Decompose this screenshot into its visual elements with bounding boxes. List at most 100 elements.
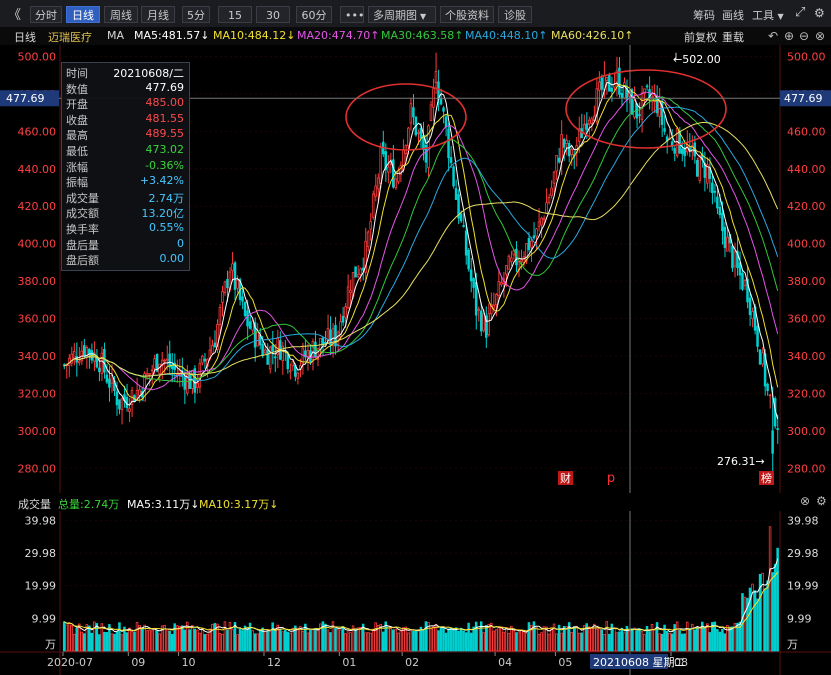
volume-title[interactable]: 成交量 <box>18 498 51 511</box>
volume-bar <box>695 627 699 652</box>
candle-body <box>540 217 543 226</box>
volume-bar <box>339 629 342 652</box>
volume-bar <box>532 621 536 652</box>
volume-bar <box>306 632 310 652</box>
volume-bar <box>381 631 385 652</box>
volume-bar <box>402 627 405 652</box>
settings-icon[interactable]: ⚙ <box>816 494 827 508</box>
candle-body <box>175 373 179 376</box>
info-key: 盘后量 <box>66 238 99 252</box>
rank-event-marker[interactable] <box>759 471 774 485</box>
candle-body <box>336 331 340 345</box>
volume-bar <box>417 629 420 652</box>
back-icon[interactable]: 《 <box>8 8 22 23</box>
volume-bar <box>392 629 395 652</box>
refresh-button[interactable]: 重载 <box>722 31 744 44</box>
tab-period-7[interactable]: 60分 <box>296 6 332 23</box>
volume-bar <box>572 626 576 652</box>
stock-info-button[interactable]: 个股资料 <box>440 6 494 23</box>
volume-bar <box>590 627 593 652</box>
volume-bar <box>452 629 455 652</box>
tab-period-5[interactable]: 15分 <box>218 6 252 39</box>
volume-bar <box>474 621 478 652</box>
volume-unit-right: 万 <box>787 638 798 651</box>
candle-body <box>552 171 556 184</box>
candle-body <box>223 281 227 293</box>
info-row: 盘后额 0.00 <box>66 252 184 267</box>
y-tick-label-right: 300.00 <box>787 425 826 438</box>
stock-name[interactable]: 迈瑞医疗 <box>48 31 92 44</box>
candle-body <box>467 250 470 270</box>
crosshair-value-box-right <box>780 90 831 107</box>
volume-bar <box>178 626 181 652</box>
candle-body <box>643 88 646 94</box>
more-button[interactable]: ••• <box>340 6 364 23</box>
candle-body <box>266 349 269 365</box>
volume-bar <box>432 626 435 652</box>
undo-icon[interactable]: ↶ <box>768 29 779 43</box>
candle-body <box>713 190 717 193</box>
tab-period-4[interactable]: 5分 <box>182 6 210 23</box>
y-tick-label-right: 360.00 <box>787 313 826 326</box>
info-value: 20210608/二 <box>113 67 184 80</box>
candle-body <box>723 226 727 248</box>
draw-button[interactable]: 画线 <box>722 9 744 22</box>
volume-unit-left: 万 <box>45 638 56 651</box>
volume-bar <box>75 627 78 652</box>
volume-bar <box>522 631 526 652</box>
close-icon[interactable]: ⊗ <box>800 494 811 508</box>
ma40-value: MA40:448.10↑ <box>465 29 548 42</box>
candle-body <box>562 138 566 148</box>
fq-button[interactable]: 前复权 <box>684 31 717 44</box>
candle-body <box>557 157 561 163</box>
tab-period-6[interactable]: 30分 <box>256 6 290 39</box>
candle-body <box>143 373 146 402</box>
ma-label[interactable]: MA <box>107 29 125 42</box>
candle-body <box>253 322 257 348</box>
candle-body <box>442 107 445 112</box>
volume-bar <box>208 628 212 652</box>
volume-bar <box>314 628 317 652</box>
chips-button[interactable]: 筹码 <box>693 9 715 22</box>
tab-period-1[interactable]: 日线 <box>66 6 100 23</box>
volume-bar <box>407 632 410 652</box>
candle-body <box>329 329 332 346</box>
close-icon[interactable]: ⊗ <box>815 29 826 43</box>
settings-icon[interactable]: ⚙ <box>814 6 825 20</box>
candle-body <box>371 193 375 218</box>
x-tick-label: 09 <box>131 656 145 669</box>
candle-body <box>186 374 189 394</box>
info-row: 涨幅 -0.36% <box>66 159 184 174</box>
finance-event-marker[interactable] <box>558 471 573 485</box>
candle-body <box>706 164 709 184</box>
candle-body <box>289 370 292 373</box>
volume-chart[interactable]: 9.99 9.99 19.99 19.99 29.98 29.98 39.98 39.98 万 万… <box>0 511 831 675</box>
candle-body <box>233 262 237 290</box>
volume-bar <box>160 625 164 652</box>
tab-period-3[interactable]: 月线 <box>141 6 175 23</box>
zoom-out-icon[interactable]: ⊖ <box>799 29 810 43</box>
volume-bar <box>246 627 249 652</box>
info-row: 振幅 +3.42% <box>66 174 184 189</box>
tab-period-2[interactable]: 周线 <box>104 6 138 23</box>
info-row: 盘后量 0 <box>66 237 184 252</box>
candle-body <box>276 338 279 355</box>
volume-bar <box>168 630 171 652</box>
candle-body <box>457 194 460 219</box>
tab-period-0[interactable]: 分时 <box>30 6 62 23</box>
candle-body <box>535 228 538 237</box>
candle-body <box>673 148 676 154</box>
volume-bar <box>668 632 671 652</box>
crosshair-value-right: 477.69 <box>784 92 823 105</box>
info-key: 收盘 <box>66 113 88 127</box>
volume-bar <box>497 627 501 652</box>
volume-bar <box>346 629 350 652</box>
tools-button[interactable]: 工具 ▼ <box>752 7 784 23</box>
candle-body <box>530 240 533 248</box>
candle-body <box>510 257 513 262</box>
diagnose-button[interactable]: 诊股 <box>498 6 532 23</box>
fullscreen-icon[interactable]: ⤢ <box>795 5 806 20</box>
zoom-in-icon[interactable]: ⊕ <box>784 29 795 43</box>
multi-period-button[interactable]: 多周期图 ▼ <box>368 6 436 23</box>
candle-body <box>429 104 433 121</box>
